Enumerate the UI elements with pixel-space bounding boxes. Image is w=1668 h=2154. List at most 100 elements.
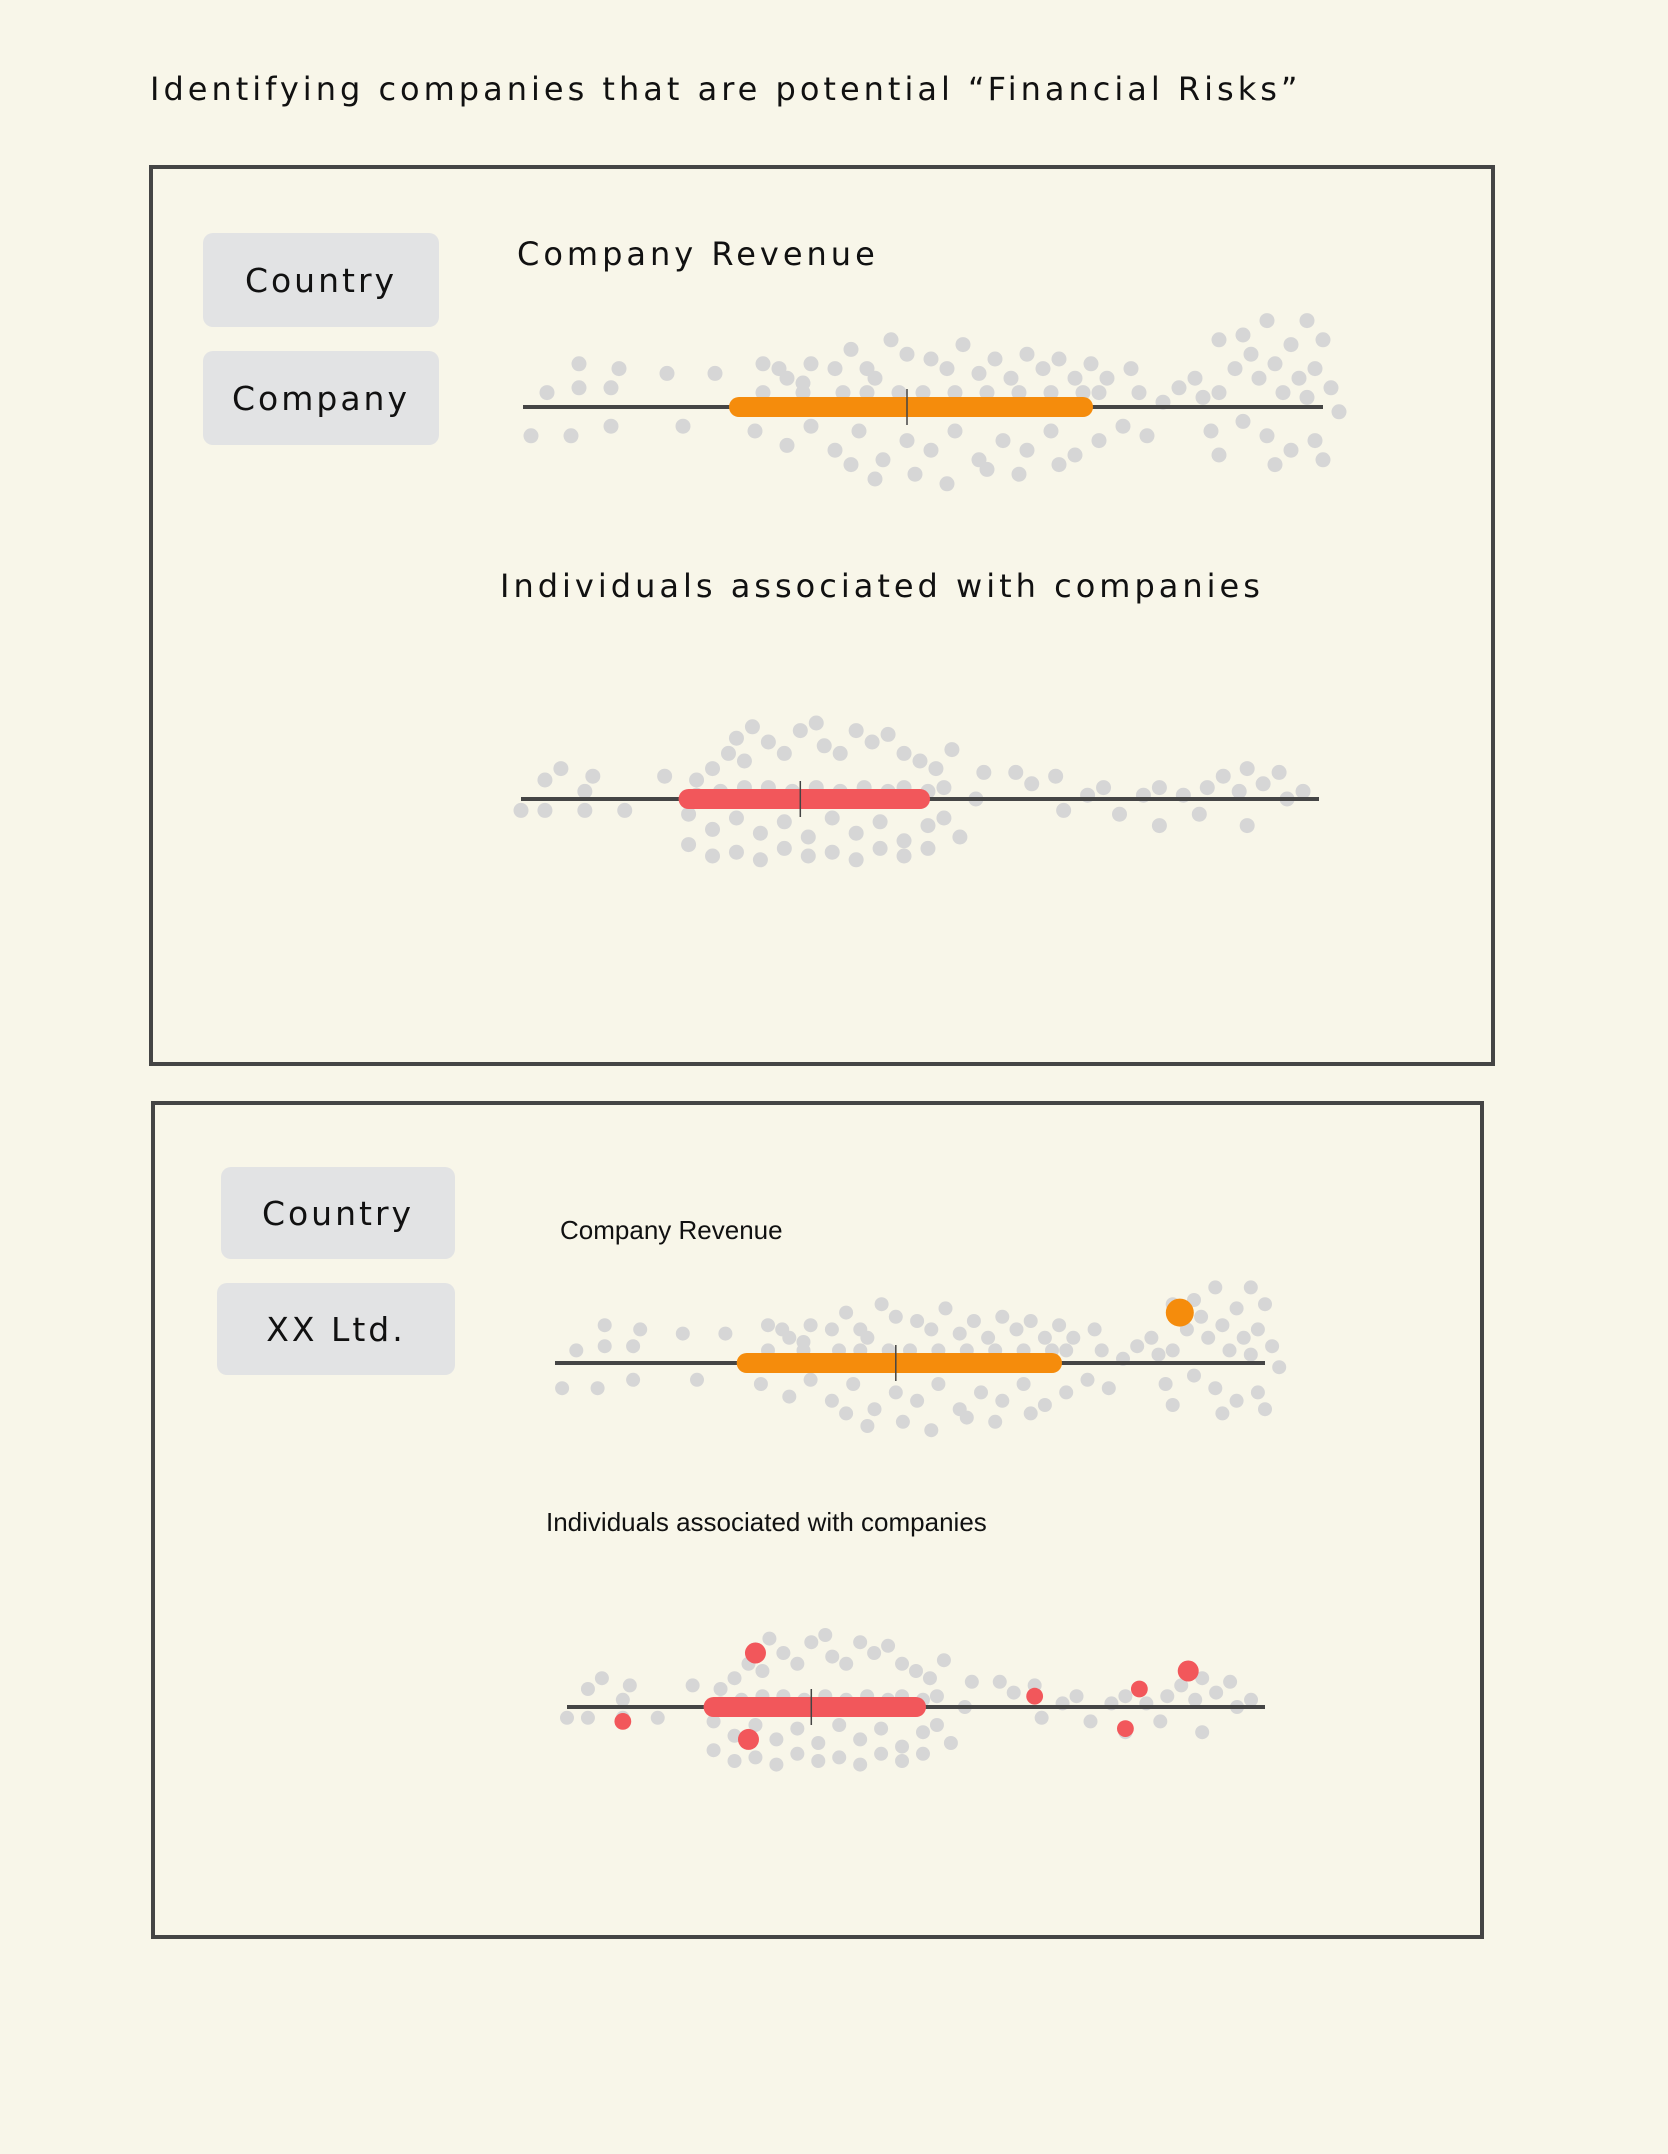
data-point (1048, 768, 1064, 784)
data-point (537, 772, 553, 788)
data-point (1211, 385, 1227, 401)
data-point (803, 418, 819, 434)
data-point (782, 1330, 797, 1345)
data-point (1158, 1377, 1173, 1391)
data-point (659, 365, 675, 381)
data-point (1016, 1377, 1031, 1391)
data-point (891, 385, 907, 401)
data-point (1195, 1725, 1210, 1740)
data-point (974, 1385, 988, 1400)
data-point (563, 428, 579, 444)
data-point (1151, 780, 1167, 796)
data-point (859, 385, 875, 401)
data-point (776, 840, 792, 856)
data-point (776, 814, 792, 830)
data-point (931, 1377, 946, 1391)
data-point (1208, 1381, 1223, 1396)
data-point (920, 840, 936, 856)
data-point (912, 753, 928, 769)
data-point (585, 768, 601, 784)
data-point (943, 1736, 958, 1750)
data-point (1239, 761, 1255, 777)
data-point (824, 1322, 839, 1337)
data-point (1215, 768, 1231, 784)
data-point (1059, 1343, 1074, 1358)
data-point (597, 1339, 612, 1354)
data-point (617, 802, 633, 818)
data-point (569, 1343, 584, 1358)
data-point (689, 772, 705, 788)
data-point (769, 1732, 784, 1747)
data-point (1037, 1398, 1052, 1412)
data-point (675, 418, 691, 434)
data-point (795, 385, 811, 401)
data-point (1019, 346, 1035, 362)
data-point (1118, 1689, 1133, 1704)
data-point (727, 1754, 742, 1768)
data-point (1080, 1372, 1095, 1387)
data-point (1091, 385, 1107, 401)
data-point (909, 1664, 923, 1678)
data-point (947, 423, 963, 439)
selected-company-button[interactable]: XX Ltd. (217, 1283, 455, 1375)
data-point (899, 346, 915, 362)
data-point (1259, 428, 1275, 444)
data-point (1056, 802, 1072, 818)
data-point (839, 1305, 854, 1320)
data-point (744, 719, 760, 735)
data-point (1131, 385, 1147, 401)
data-point (1315, 452, 1331, 468)
data-point (1239, 818, 1255, 834)
data-point (936, 780, 952, 796)
data-point (747, 423, 763, 439)
data-point (1215, 1406, 1230, 1421)
data-point (1222, 1343, 1237, 1358)
individuals-chart-title: Individuals associated with companies (546, 1507, 987, 1537)
highlighted-point (1026, 1687, 1044, 1705)
data-point (880, 726, 896, 742)
data-point (992, 1674, 1007, 1689)
data-point (867, 1646, 882, 1660)
data-point (920, 818, 936, 834)
data-point (1271, 764, 1287, 780)
country-filter-button[interactable]: Country (221, 1167, 455, 1259)
data-point (720, 745, 736, 761)
data-point (923, 442, 939, 458)
data-point (1011, 385, 1027, 401)
revenue-beeswarm-chart (523, 313, 1347, 492)
data-point (1194, 1309, 1209, 1324)
data-point (1096, 780, 1112, 796)
data-point (633, 1322, 648, 1337)
data-point (776, 745, 792, 761)
data-point (1019, 442, 1035, 458)
data-point (872, 840, 888, 856)
data-point (523, 428, 539, 444)
data-point (1243, 346, 1259, 362)
individuals-chart-title: Individuals associated with companies (500, 567, 1264, 605)
data-point (1187, 370, 1203, 386)
data-point (792, 723, 808, 739)
data-point (988, 1414, 1003, 1429)
data-point (1258, 1297, 1272, 1312)
data-point (952, 1326, 967, 1341)
data-point (685, 1678, 700, 1693)
data-point (1215, 1318, 1230, 1333)
data-point (1229, 1301, 1244, 1316)
data-point (755, 385, 771, 401)
company-filter-button[interactable]: Company (203, 351, 439, 445)
data-point (675, 1326, 690, 1341)
data-point (1299, 389, 1315, 405)
data-point (571, 380, 587, 396)
data-point (577, 802, 593, 818)
data-point (1272, 1360, 1287, 1375)
data-point (1006, 1685, 1021, 1700)
data-point (827, 361, 843, 377)
data-point (555, 1381, 570, 1396)
data-point (843, 341, 859, 357)
data-point (947, 385, 963, 401)
data-point (843, 457, 859, 473)
data-point (755, 356, 771, 372)
data-point (681, 806, 697, 822)
data-point (705, 848, 721, 864)
country-filter-button[interactable]: Country (203, 233, 439, 327)
